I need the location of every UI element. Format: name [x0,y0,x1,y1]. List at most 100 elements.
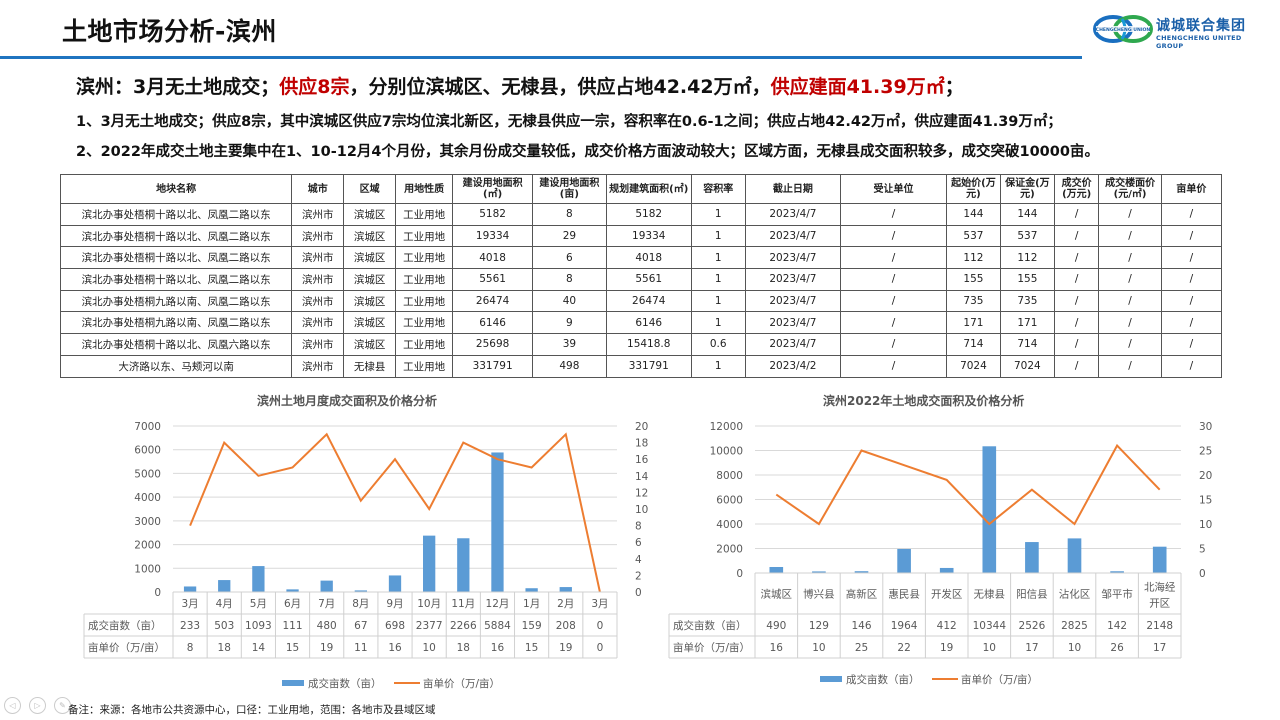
y-left-tick: 0 [154,587,161,599]
table-cell: 8 [532,203,607,226]
area-value: 1964 [891,620,918,632]
page-title: 土地市场分析-滨州 [62,17,277,46]
category-label: 5月 [250,598,267,610]
table-cell: 9 [532,311,607,335]
bar [769,566,784,573]
area-value: 111 [283,620,303,632]
price-line [775,443,1161,526]
y-right-tick: 2 [635,570,642,582]
area-value: 490 [766,620,786,632]
table-cell: 0.6 [690,333,746,356]
table-cell: / [1098,224,1162,248]
y-right-tick: 18 [635,438,648,450]
table-cell: / [1098,354,1162,378]
table-cell: 5561 [605,268,692,291]
area-value: 2526 [1019,620,1046,632]
price-value: 16 [491,642,505,654]
table-cell: 滨州市 [291,289,345,313]
category-label: 开区 [1149,598,1170,610]
table-cell: / [1053,333,1100,356]
y-right-tick: 5 [1199,544,1206,556]
category-label: 3月 [181,598,198,610]
table-cell: / [1098,246,1162,270]
bar [320,580,333,592]
price-value: 25 [855,642,868,654]
y-left-tick: 8000 [716,470,743,482]
bar [457,538,470,592]
table-cell: / [1053,224,1100,248]
category-label: 北海经 [1144,581,1176,594]
table-cell: 滨州市 [291,224,345,248]
legend-bar-swatch [282,680,304,686]
table-cell: 19334 [605,224,692,248]
table-cell: 735 [999,289,1055,313]
y-left-tick: 3000 [134,516,161,528]
table-cell: 155 [999,268,1055,291]
table-row: 滨北办事处梧桐十路以北、凤凰六路以东 滨州市 滨城区 工业用地 25698 39 15418… [59,333,1223,356]
col-header: 地块名称 [59,174,293,204]
legend-line-label: 亩单价（万/亩） [961,673,1038,686]
table-cell: 4018 [605,246,692,270]
table-cell: / [1053,246,1100,270]
table-cell: 537 [945,224,1001,248]
table-cell: 滨城区 [343,268,397,291]
table-cell: 滨北办事处梧桐十路以北、凤凰二路以东 [59,203,293,226]
table-header-row: 地块名称 城市 区域 用地性质 建设用地面积(㎡) 建设用地面积(亩) 规划建筑… [59,174,1223,204]
table-cell: / [1160,268,1223,291]
table-cell: / [840,268,947,291]
next-slide-icon[interactable]: ▷ [29,697,46,714]
summary-point-2: 2、2022年成交土地主要集中在1、10-12月4个月份，其余月份成交量较低，成… [76,144,1099,160]
pen-icon[interactable]: ✎ [54,697,71,714]
table-cell: 工业用地 [395,268,454,291]
area-value: 5884 [484,620,511,632]
table-row: 滨北办事处梧桐十路以北、凤凰二路以东 滨州市 滨城区 工业用地 19334 29 19334… [59,224,1223,248]
table-cell: / [840,289,947,313]
table-cell: 1 [690,246,746,270]
monthly-chart-title: 滨州土地月度成交面积及价格分析 [257,394,438,408]
svg-text:CHENGCHENG UNION: CHENGCHENG UNION [1096,27,1151,33]
price-value: 15 [525,642,538,654]
table-cell: 滨北办事处梧桐十路以北、凤凰二路以东 [59,246,293,270]
table-cell: 工业用地 [395,289,454,313]
table-cell: 2023/4/2 [744,354,842,378]
headline-part3: ，分别位滨城区、无棣县，供应占地42.42万㎡， [349,76,771,98]
prev-slide-icon[interactable]: ◁ [4,697,21,714]
table-row: 大济路以东、马颊河以南 滨州市 无棣县 工业用地 331791 498 331791 1 202… [59,354,1223,378]
table-cell: 滨州市 [291,311,345,335]
price-value: 22 [897,642,910,654]
headline-supply-count: 供应8宗 [279,76,350,98]
price-value: 18 [457,642,470,654]
area-value: 2377 [416,620,443,632]
y-left-tick: 0 [736,568,743,580]
headline-part1: 滨州：3月无土地成交； [76,76,280,98]
table-cell: / [1053,311,1100,335]
col-header: 截止日期 [744,174,842,204]
category-label: 7月 [318,598,335,610]
table-cell: 工业用地 [395,246,454,270]
logo-rings-icon: CHENGCHENG UNION [1093,15,1153,43]
area-value: 159 [522,620,542,632]
source-note: 备注：来源：各地市公共资源中心，口径：工业用地，范围：各地市及县域区域 [68,704,436,716]
table-cell: 滨城区 [343,311,397,335]
summary-point-1: 1、3月无土地成交；供应8宗，其中滨城区供应7宗均位滨北新区，无棣县供应一宗，容… [76,114,1062,130]
headline-supply-area: 供应建面41.39万㎡ [770,76,945,98]
area-value: 208 [556,620,576,632]
price-value: 19 [559,642,572,654]
table-cell: 1 [690,311,746,335]
table-cell: 8 [532,268,607,291]
y-left-tick: 5000 [134,468,161,480]
area-value: 129 [809,620,829,632]
table-cell: 26474 [452,289,534,313]
table-cell: / [1098,333,1162,356]
table-cell: 滨城区 [343,289,397,313]
table-cell: / [1098,311,1162,335]
table-cell: 7024 [945,354,1001,378]
price-value: 14 [252,642,266,654]
table-cell: 331791 [452,354,534,378]
table-cell: 工业用地 [395,311,454,335]
price-value: 18 [218,642,231,654]
headline: 滨州：3月无土地成交；供应8宗，分别位滨城区、无棣县，供应占地42.42万㎡，供… [76,72,964,99]
monthly-land-chart: 0100020003000400050006000700002468101214… [83,421,649,690]
category-label: 邹平市 [1101,588,1133,601]
area-value: 412 [937,620,957,632]
